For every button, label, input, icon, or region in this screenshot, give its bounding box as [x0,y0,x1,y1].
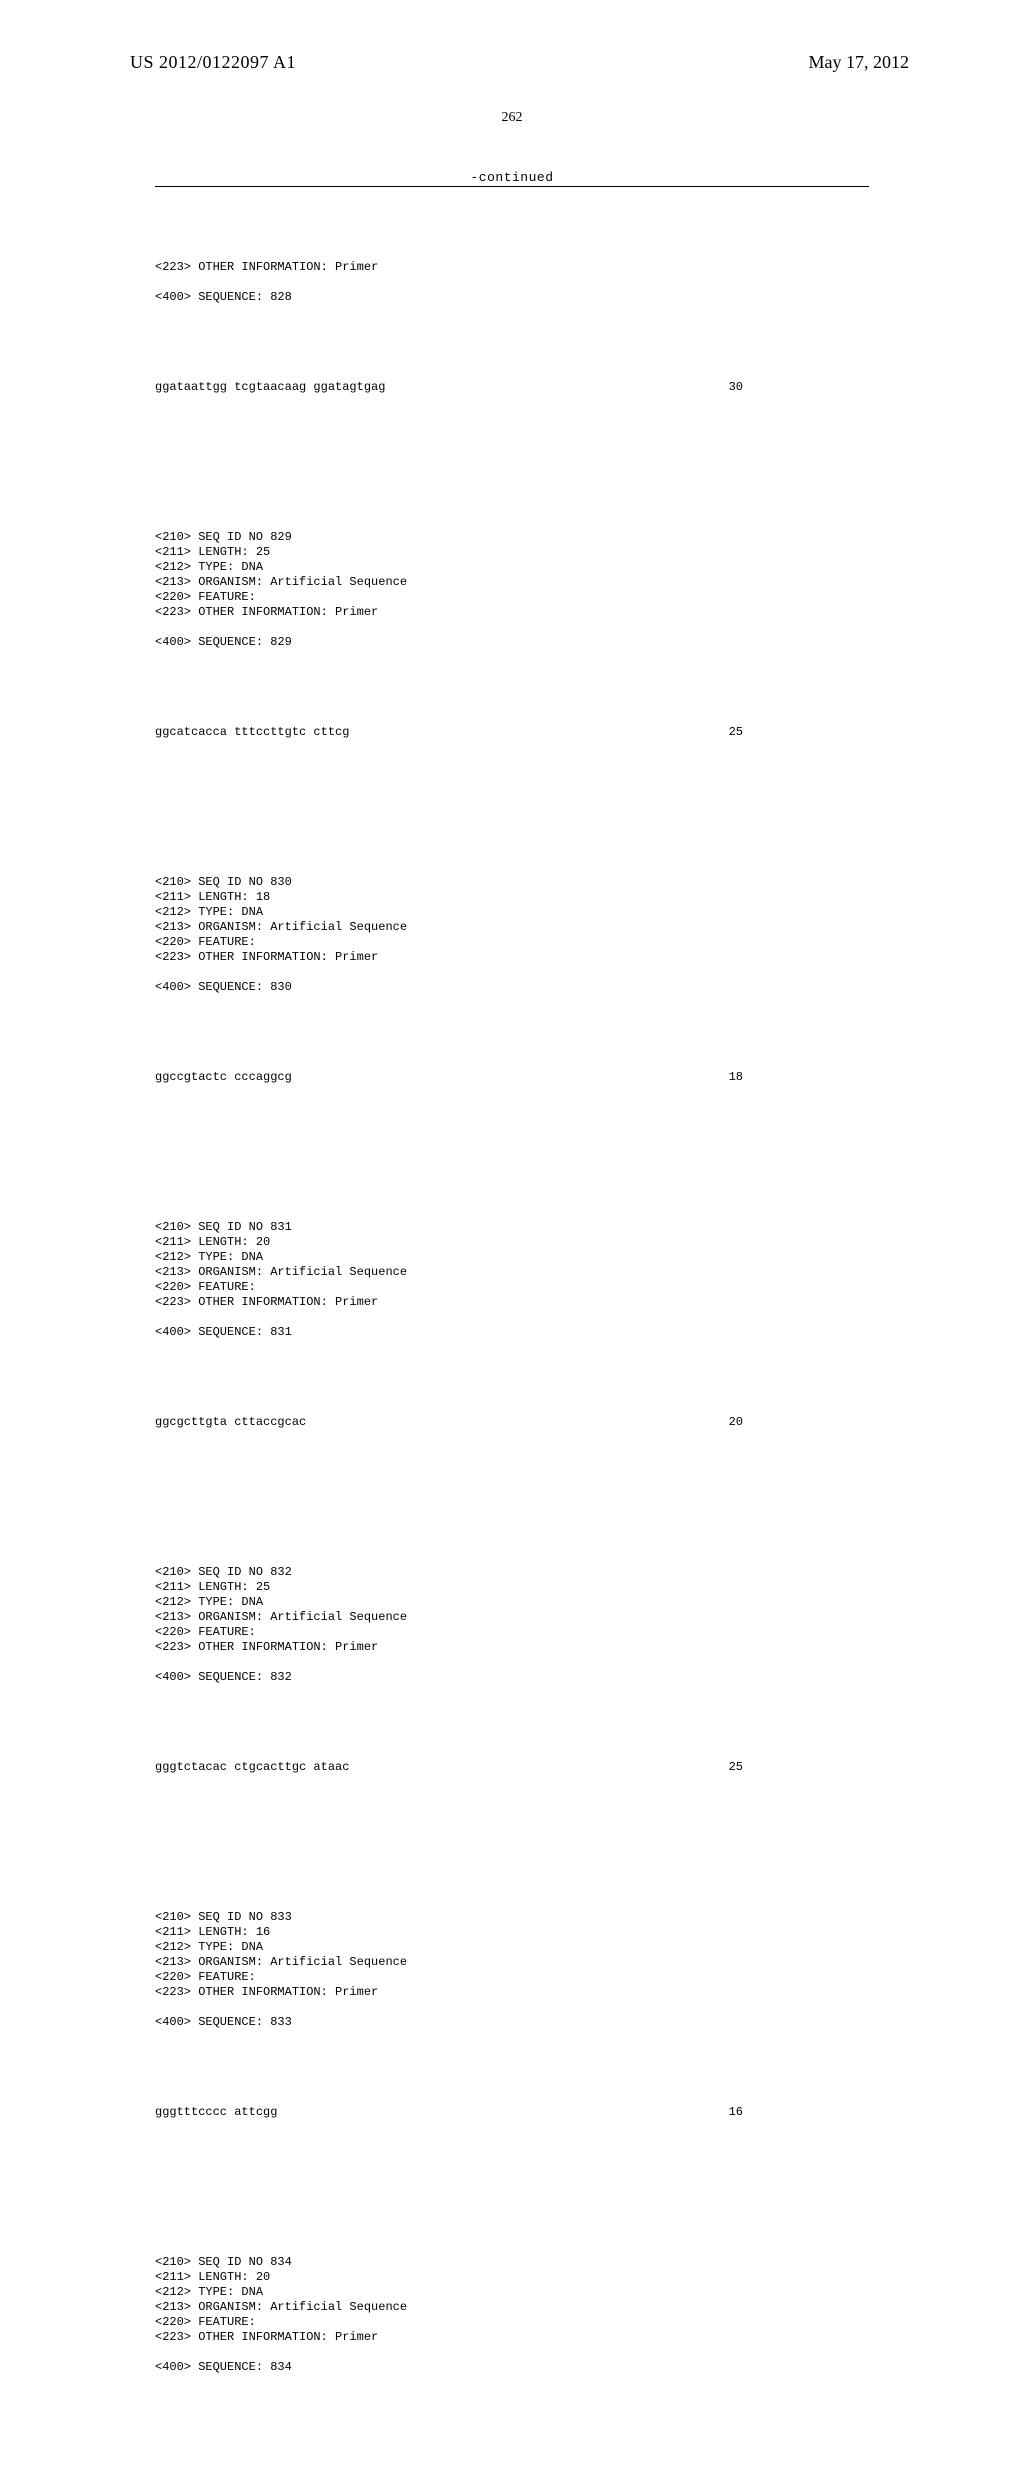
page-number: 262 [0,110,1024,126]
seq-block: <210> SEQ ID NO 830 <211> LENGTH: 18 <21… [155,845,869,1115]
seq-block: <210> SEQ ID NO 831 <211> LENGTH: 20 <21… [155,1190,869,1460]
seq-metadata: <210> SEQ ID NO 834 <211> LENGTH: 20 <21… [155,2255,869,2375]
seq-metadata: <210> SEQ ID NO 829 <211> LENGTH: 25 <21… [155,530,869,650]
seq-text: gggtttcccc attcgg [155,2105,277,2120]
seq-length: 18 [729,1070,743,1085]
seq-metadata: <210> SEQ ID NO 830 <211> LENGTH: 18 <21… [155,875,869,995]
seq-block: <210> SEQ ID NO 834 <211> LENGTH: 20 <21… [155,2225,869,2405]
seq-block: <223> OTHER INFORMATION: Primer <400> SE… [155,230,869,425]
seq-block: <210> SEQ ID NO 832 <211> LENGTH: 25 <21… [155,1535,869,1805]
header-publication-number: US 2012/0122097 A1 [130,52,296,73]
seq-line: ggcatcacca tttccttgtc cttcg 25 [155,725,743,740]
seq-metadata: <210> SEQ ID NO 831 <211> LENGTH: 20 <21… [155,1220,869,1340]
seq-length: 25 [729,725,743,740]
seq-line: gggtttcccc attcgg 16 [155,2105,743,2120]
seq-text: ggcgcttgta cttaccgcac [155,1415,306,1430]
continued-label: -continued [0,170,1024,185]
seq-length: 30 [729,380,743,395]
seq-metadata: <210> SEQ ID NO 832 <211> LENGTH: 25 <21… [155,1565,869,1685]
seq-text: ggcatcacca tttccttgtc cttcg [155,725,349,740]
seq-block: <210> SEQ ID NO 829 <211> LENGTH: 25 <21… [155,500,869,770]
seq-text: gggtctacac ctgcacttgc ataac [155,1760,349,1775]
seq-length: 25 [729,1760,743,1775]
page: US 2012/0122097 A1 May 17, 2012 262 -con… [0,0,1024,1320]
header-date: May 17, 2012 [809,52,910,73]
seq-text: ggataattgg tcgtaacaag ggatagtgag [155,380,385,395]
seq-text: ggccgtactc cccaggcg [155,1070,292,1085]
seq-line: gggtctacac ctgcacttgc ataac 25 [155,1760,743,1775]
seq-metadata: <223> OTHER INFORMATION: Primer <400> SE… [155,260,869,305]
seq-line: ggcgcttgta cttaccgcac 20 [155,1415,743,1430]
seq-length: 16 [729,2105,743,2120]
seq-line: ggccgtactc cccaggcg 18 [155,1070,743,1085]
seq-metadata: <210> SEQ ID NO 833 <211> LENGTH: 16 <21… [155,1910,869,2030]
sequence-listing: <223> OTHER INFORMATION: Primer <400> SE… [155,200,869,2465]
seq-line: ggataattgg tcgtaacaag ggatagtgag 30 [155,380,743,395]
top-rule [155,186,869,187]
seq-length: 20 [729,1415,743,1430]
seq-block: <210> SEQ ID NO 833 <211> LENGTH: 16 <21… [155,1880,869,2150]
